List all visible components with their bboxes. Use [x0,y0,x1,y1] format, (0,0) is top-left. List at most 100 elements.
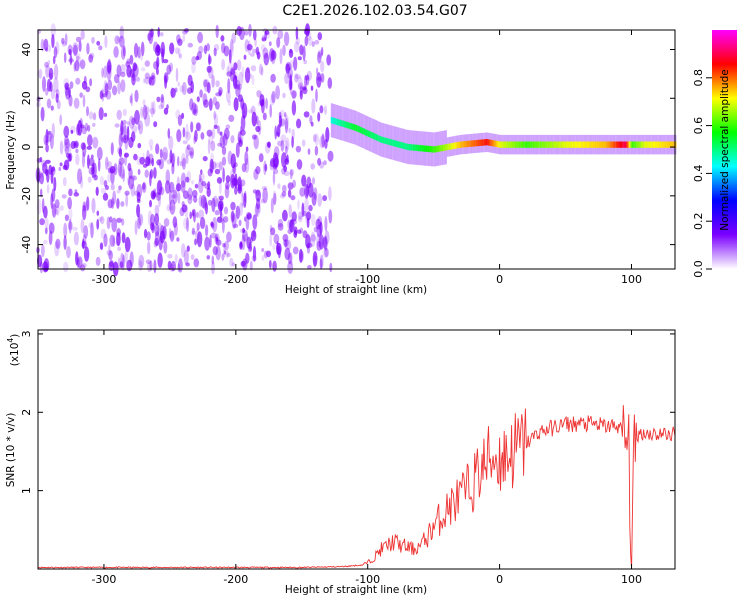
noise-blob [164,180,171,194]
colorbar-label: Normalized spectral amplitude [719,69,731,230]
signal-core [656,141,658,148]
noise-blob [66,246,71,259]
noise-blob [153,167,157,179]
noise-blob [116,189,121,194]
svg-text:(x104): (x104) [6,334,21,367]
spectrogram-y-tick-label: -40 [20,236,33,254]
signal-core [539,141,541,148]
noise-blob [76,53,81,68]
noise-blob [246,213,252,220]
noise-blob [61,194,67,199]
noise-blob [147,32,152,41]
signal-core [504,141,507,148]
noise-blob [240,137,243,145]
noise-blob [169,199,176,215]
noise-blob [250,52,255,57]
noise-blob [144,113,151,127]
noise-blob [261,37,267,42]
noise-blob [53,63,59,80]
noise-blob [172,187,178,199]
noise-blob [110,142,114,156]
noise-blob [137,215,141,230]
signal-core [617,141,619,148]
noise-blob [128,175,135,190]
noise-blob [284,72,290,85]
noise-blob [186,217,189,232]
noise-blob [131,117,136,126]
noise-blob [50,193,54,209]
signal-core [500,141,503,148]
noise-blob [82,238,85,250]
noise-blob [227,150,233,165]
signal-core [362,128,364,135]
noise-blob [130,92,133,107]
signal-core [553,141,556,148]
signal-core [636,141,639,148]
signal-core [611,141,614,148]
noise-blob [62,176,67,187]
noise-blob [140,106,144,119]
signal-core [429,146,432,153]
snr-panel: -300 -200 -100 0 100 1 2 3 Height of straight … [5,329,676,596]
noise-blob [245,252,250,264]
noise-blob [171,194,176,199]
noise-blob [99,216,105,225]
noise-blob [109,234,115,247]
noise-blob [295,73,301,80]
noise-blob [324,105,327,115]
noise-blob [246,44,253,51]
noise-blob [153,240,158,248]
noise-blob [134,89,139,103]
noise-blob [291,218,297,225]
noise-blob [120,71,126,78]
signal-core [626,141,628,148]
noise-blob [217,142,223,147]
noise-blob [291,128,295,140]
noise-blob [297,56,302,61]
noise-blob [77,256,83,269]
signal-core [632,141,635,148]
signal-core [469,140,471,147]
signal-core [471,140,474,147]
noise-blob [251,111,257,127]
noise-blob [76,123,80,136]
noise-blob [269,104,273,118]
noise-blob [191,227,195,235]
noise-blob [223,127,230,140]
noise-blob [124,190,130,196]
noise-blob [75,77,81,85]
noise-blob [131,131,136,143]
noise-blob [288,127,291,134]
noise-blob [258,153,264,163]
noise-blob [164,75,168,89]
noise-blob [261,185,268,191]
signal-core [558,141,561,148]
noise-blob [138,254,145,268]
signal-core [623,141,625,148]
noise-blob [256,90,262,98]
noise-blob [283,170,290,177]
noise-blob [298,82,304,90]
noise-blob [69,81,74,89]
noise-blob [287,228,293,235]
noise-blob [98,216,103,222]
noise-blob [228,49,232,64]
signal-core [402,142,404,149]
signal-core [384,137,387,144]
noise-blob [100,187,107,194]
noise-blob [116,64,122,78]
noise-blob [289,219,295,233]
signal-core [556,141,558,148]
noise-blob [230,68,236,76]
signal-core [425,145,428,152]
noise-blob [103,233,108,247]
noise-blob [203,79,208,88]
signal-core [458,141,461,148]
noise-blob [262,187,268,204]
noise-blob [312,177,315,185]
noise-blob [200,169,203,175]
noise-blob [126,121,130,126]
signal-core [408,144,410,151]
noise-blob [36,96,41,102]
noise-blob [141,181,147,193]
